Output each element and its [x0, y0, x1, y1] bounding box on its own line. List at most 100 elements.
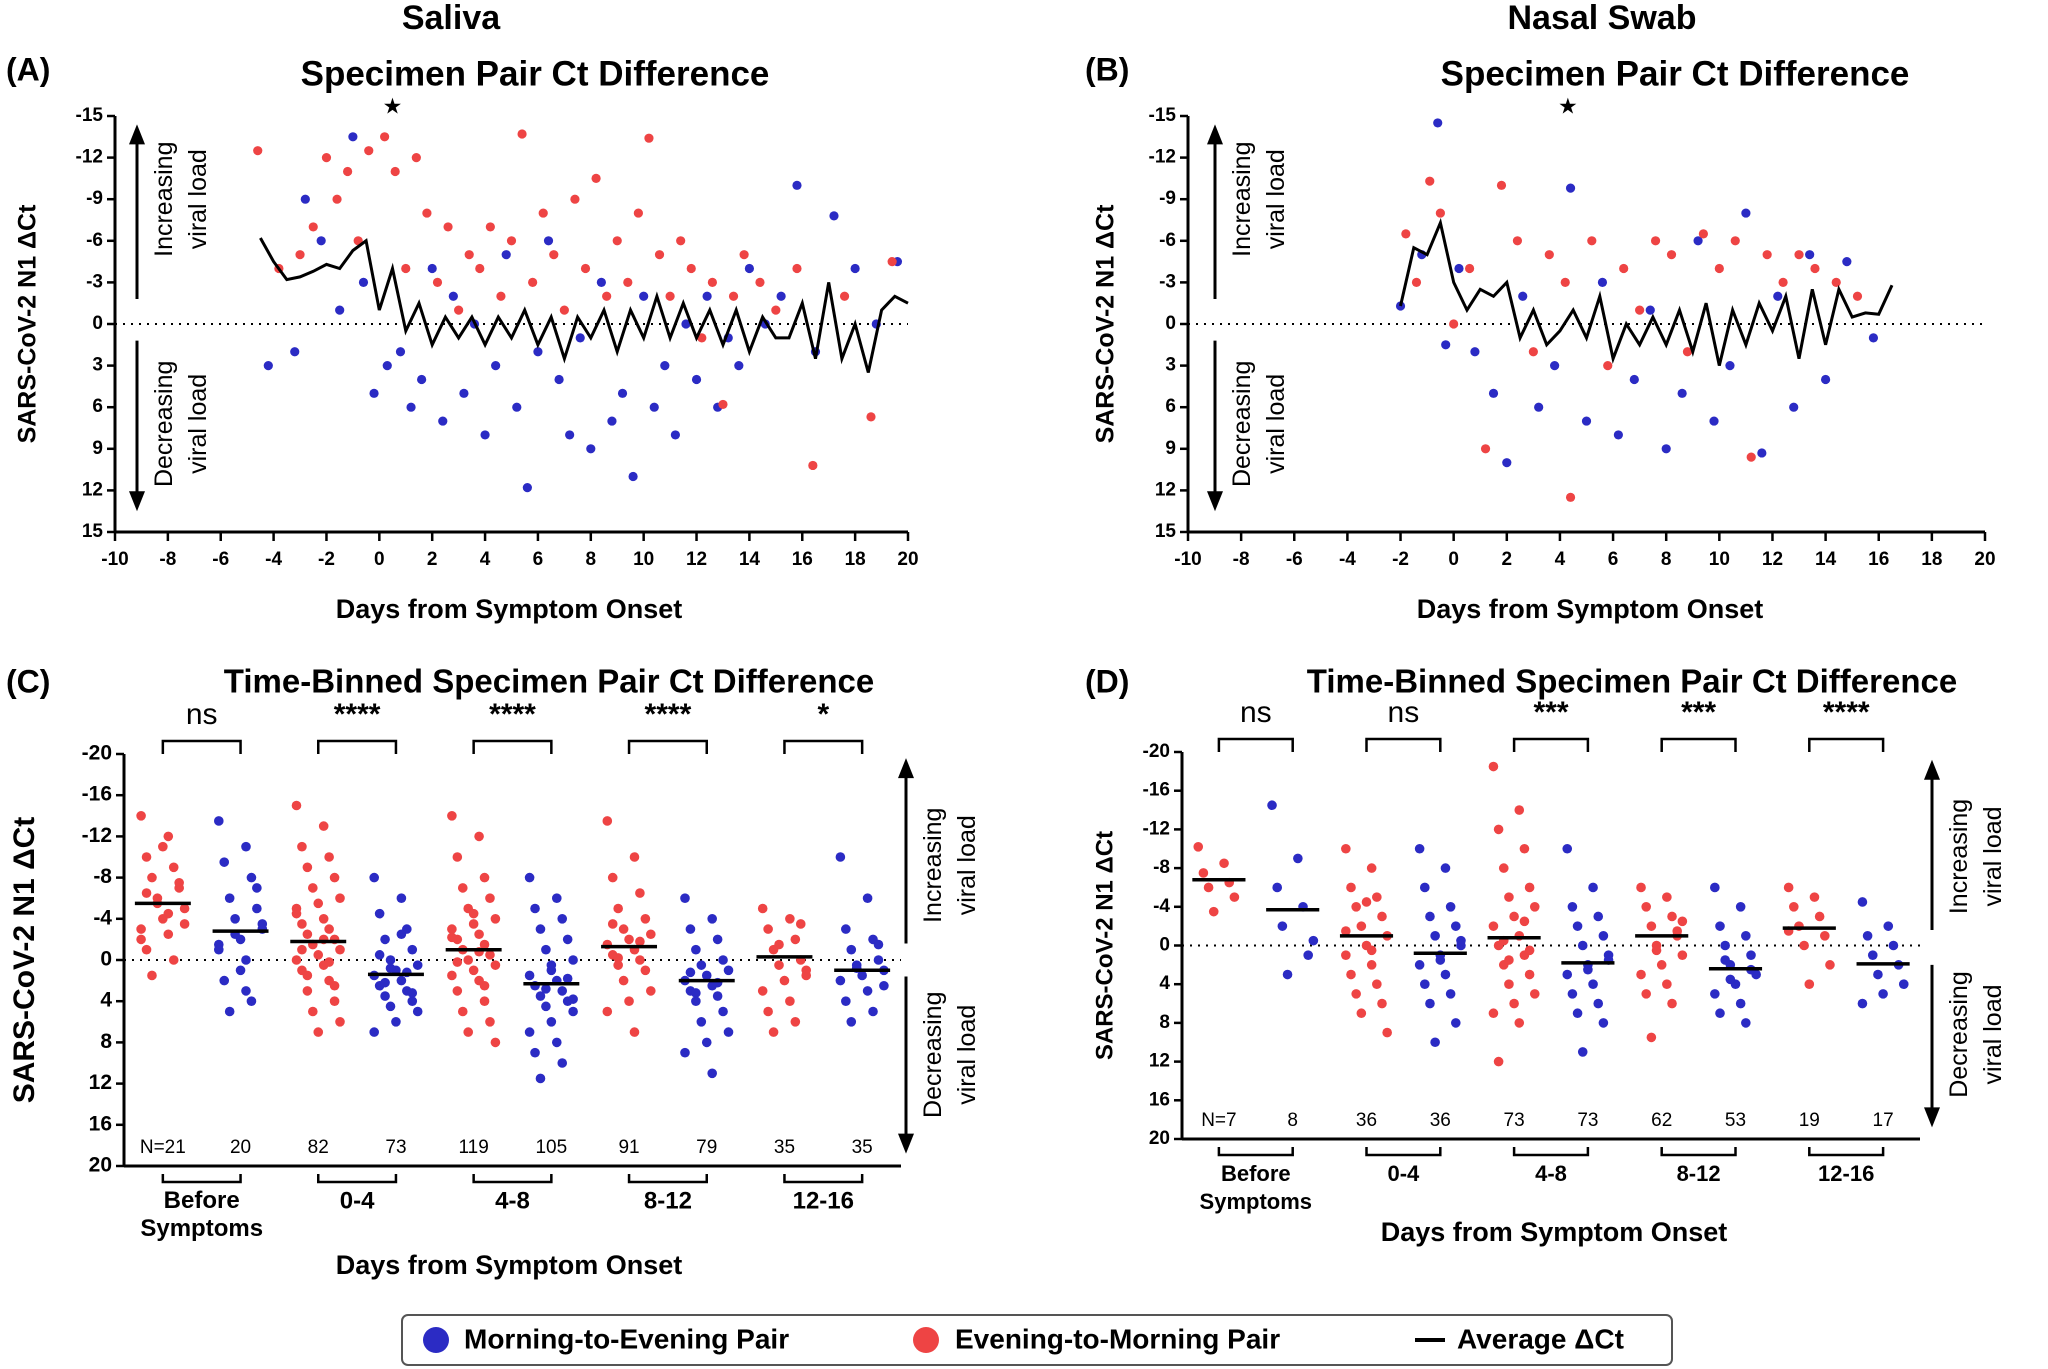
data-point: [1587, 236, 1597, 246]
data-point: [613, 903, 623, 914]
category-label: 12-16: [793, 1187, 854, 1214]
data-point: [1709, 416, 1719, 426]
y-tick-label: 16: [89, 1112, 112, 1135]
y-tick-label: 15: [1155, 521, 1177, 542]
text-line: viral load: [953, 815, 981, 915]
data-point: [1441, 340, 1451, 350]
data-point: [316, 236, 326, 246]
data-point: [866, 412, 876, 422]
data-point: [575, 333, 585, 343]
data-point: [1883, 921, 1894, 931]
data-point: [219, 857, 230, 867]
data-point: [790, 934, 801, 945]
data-point: [1567, 902, 1578, 912]
data-point: [1272, 882, 1283, 893]
data-point: [1667, 911, 1677, 922]
data-point: [401, 263, 411, 274]
n-label: 8: [1287, 1110, 1298, 1131]
data-point: [1308, 935, 1319, 946]
data-point: [246, 872, 257, 883]
data-point: [329, 996, 340, 1006]
y-tick-label: 4: [100, 989, 112, 1012]
category-label: 8-12: [1677, 1161, 1721, 1186]
y-tick-label: 12: [82, 479, 103, 500]
data-point: [1502, 458, 1512, 468]
data-point: [407, 996, 418, 1006]
legend-box: [401, 1314, 1673, 1366]
data-point: [1646, 1032, 1657, 1043]
data-point: [774, 939, 784, 950]
text-line: Decreasing: [919, 992, 947, 1118]
data-point: [524, 970, 535, 981]
viral-load-annotation: Decreasing viral load: [1228, 361, 1290, 487]
y-tick-label: -9: [86, 188, 103, 209]
data-point: [235, 965, 246, 976]
data-point: [302, 970, 313, 981]
data-point: [335, 893, 345, 903]
data-point: [696, 960, 707, 970]
x-axis-title: Days from Symptom Onset: [1417, 594, 1764, 624]
y-tick-label: -8: [93, 865, 112, 888]
data-point: [468, 908, 479, 919]
significance-label: ****: [489, 698, 536, 731]
x-tick-label: -8: [1233, 549, 1250, 570]
data-point: [479, 939, 490, 950]
data-point: [318, 821, 329, 831]
y-tick-label: 8: [1159, 1012, 1170, 1033]
y-tick-label: -4: [93, 906, 112, 929]
data-point: [485, 950, 495, 960]
panel-title: Time-Binned Specimen Pair Ct Difference: [224, 663, 874, 700]
text-line: Increasing: [919, 808, 947, 923]
data-point: [1730, 236, 1740, 246]
data-point: [136, 811, 146, 821]
data-point: [329, 980, 340, 991]
data-point: [463, 1027, 474, 1037]
data-point: [385, 1001, 396, 1012]
data-point: [691, 374, 702, 385]
data-point: [1656, 960, 1667, 970]
data-point: [1852, 291, 1863, 301]
data-point: [390, 166, 400, 177]
data-point: [1219, 858, 1229, 869]
y-tick-label: 9: [1165, 438, 1176, 459]
data-point: [447, 970, 457, 981]
data-point: [297, 944, 307, 955]
data-point: [1493, 824, 1504, 835]
data-point: [697, 333, 707, 343]
data-point: [839, 291, 850, 301]
y-tick-label: 20: [1149, 1128, 1170, 1149]
data-point: [447, 924, 457, 934]
y-tick-label: 6: [92, 396, 103, 417]
x-tick-label: 10: [633, 549, 654, 570]
significance-bracket: [783, 739, 864, 754]
data-point: [1509, 911, 1519, 922]
data-point: [613, 953, 623, 963]
data-point: [324, 924, 334, 934]
data-point: [1341, 950, 1351, 960]
data-point: [1725, 974, 1736, 985]
data-point: [1898, 979, 1909, 989]
category-bracket: [1512, 1147, 1590, 1157]
significance-star: ★: [1558, 93, 1578, 118]
data-point: [230, 914, 240, 924]
text-line: viral load: [184, 374, 212, 474]
data-point: [1720, 955, 1730, 965]
text-line: Symptoms: [140, 1215, 263, 1242]
panel-subtitle: Specimen Pair Ct Difference: [301, 54, 770, 93]
data-point: [1504, 892, 1514, 902]
data-point: [702, 291, 712, 301]
data-point: [1361, 897, 1372, 907]
n-label: 17: [1873, 1110, 1894, 1131]
data-point: [490, 960, 501, 970]
data-point: [850, 263, 860, 274]
data-point: [1534, 402, 1544, 412]
data-point: [1572, 1008, 1583, 1019]
y-tick-label: -16: [82, 783, 112, 806]
y-tick-label: -20: [1143, 741, 1170, 762]
data-point: [1425, 176, 1435, 186]
data-point: [557, 1058, 568, 1068]
data-point: [241, 841, 251, 852]
x-tick-label: 18: [1921, 549, 1942, 570]
panel-title: Nasal Swab: [1508, 0, 1697, 37]
